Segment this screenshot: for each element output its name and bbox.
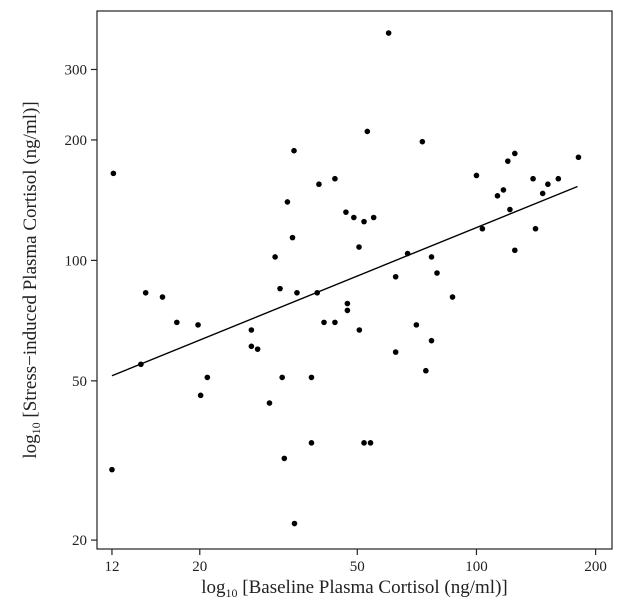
data-point xyxy=(545,181,551,188)
y-tick-label: 50 xyxy=(72,374,87,390)
data-point xyxy=(356,244,362,250)
data-point xyxy=(385,30,392,36)
data-point xyxy=(332,319,338,326)
regression-line xyxy=(111,185,578,377)
x-tick-label: 12 xyxy=(104,559,119,575)
data-point xyxy=(419,138,426,145)
data-point xyxy=(343,209,349,215)
data-point xyxy=(197,392,204,399)
y-axis: 20 50 100 200 300 xyxy=(65,62,97,549)
data-point xyxy=(332,175,338,182)
data-point xyxy=(289,234,296,241)
data-point xyxy=(254,346,261,352)
data-point xyxy=(248,327,255,333)
data-point xyxy=(344,300,351,307)
data-point xyxy=(473,172,480,179)
x-tick-label: 100 xyxy=(465,559,488,575)
data-point xyxy=(532,225,539,232)
data-point xyxy=(428,337,435,344)
y-axis-title: log10 [Stress−induced Plasma Cortisol (n… xyxy=(20,101,43,458)
plot-frame xyxy=(96,10,613,550)
data-point xyxy=(174,319,180,326)
data-point xyxy=(504,158,511,164)
data-point xyxy=(555,175,562,182)
data-point xyxy=(413,322,420,328)
data-point xyxy=(361,218,367,225)
data-point xyxy=(575,154,582,161)
data-point xyxy=(370,214,377,221)
data-point xyxy=(479,225,486,232)
data-point xyxy=(512,150,518,157)
x-tick-label: 200 xyxy=(584,559,607,575)
data-point xyxy=(266,400,273,406)
data-point xyxy=(316,181,322,188)
data-point xyxy=(512,247,518,254)
y-tick-label: 20 xyxy=(72,533,87,549)
data-point xyxy=(284,199,291,205)
data-point xyxy=(204,374,211,381)
data-point xyxy=(494,193,501,199)
data-point xyxy=(356,327,363,333)
data-point xyxy=(195,322,201,328)
x-axis: 12 20 50 100 200 xyxy=(104,549,607,575)
data-point xyxy=(294,289,300,296)
data-point xyxy=(392,273,399,280)
data-point xyxy=(272,254,278,260)
x-tick-label: 50 xyxy=(350,559,365,575)
data-point xyxy=(248,343,255,350)
y-tick-label: 100 xyxy=(65,253,88,269)
y-tick-label: 200 xyxy=(65,133,88,149)
y-tick-label: 300 xyxy=(65,62,88,78)
data-point xyxy=(500,187,507,193)
data-point xyxy=(507,206,513,213)
data-point xyxy=(367,440,374,446)
data-point xyxy=(281,455,288,462)
data-point xyxy=(277,285,283,292)
data-point xyxy=(392,349,399,355)
data-point xyxy=(428,254,435,260)
data-point xyxy=(308,440,315,446)
data-point xyxy=(530,175,536,182)
regression-line-group xyxy=(111,185,578,377)
data-point xyxy=(110,170,117,177)
data-point xyxy=(364,128,371,135)
data-point xyxy=(449,294,456,300)
data-point xyxy=(291,520,298,527)
data-point xyxy=(159,294,166,300)
data-point xyxy=(142,289,149,296)
data-point xyxy=(308,374,315,381)
data-point xyxy=(351,214,357,221)
data-point xyxy=(291,147,297,154)
data-points xyxy=(109,30,582,527)
data-point xyxy=(109,466,115,473)
data-point xyxy=(539,190,546,197)
x-axis-title: log10 [Baseline Plasma Cortisol (ng/ml)] xyxy=(201,577,507,600)
data-point xyxy=(361,440,367,446)
data-point xyxy=(279,374,285,381)
data-point xyxy=(434,270,440,276)
data-point xyxy=(321,319,327,326)
data-point xyxy=(344,307,351,314)
x-tick-label: 20 xyxy=(192,559,207,575)
data-point xyxy=(423,367,429,374)
